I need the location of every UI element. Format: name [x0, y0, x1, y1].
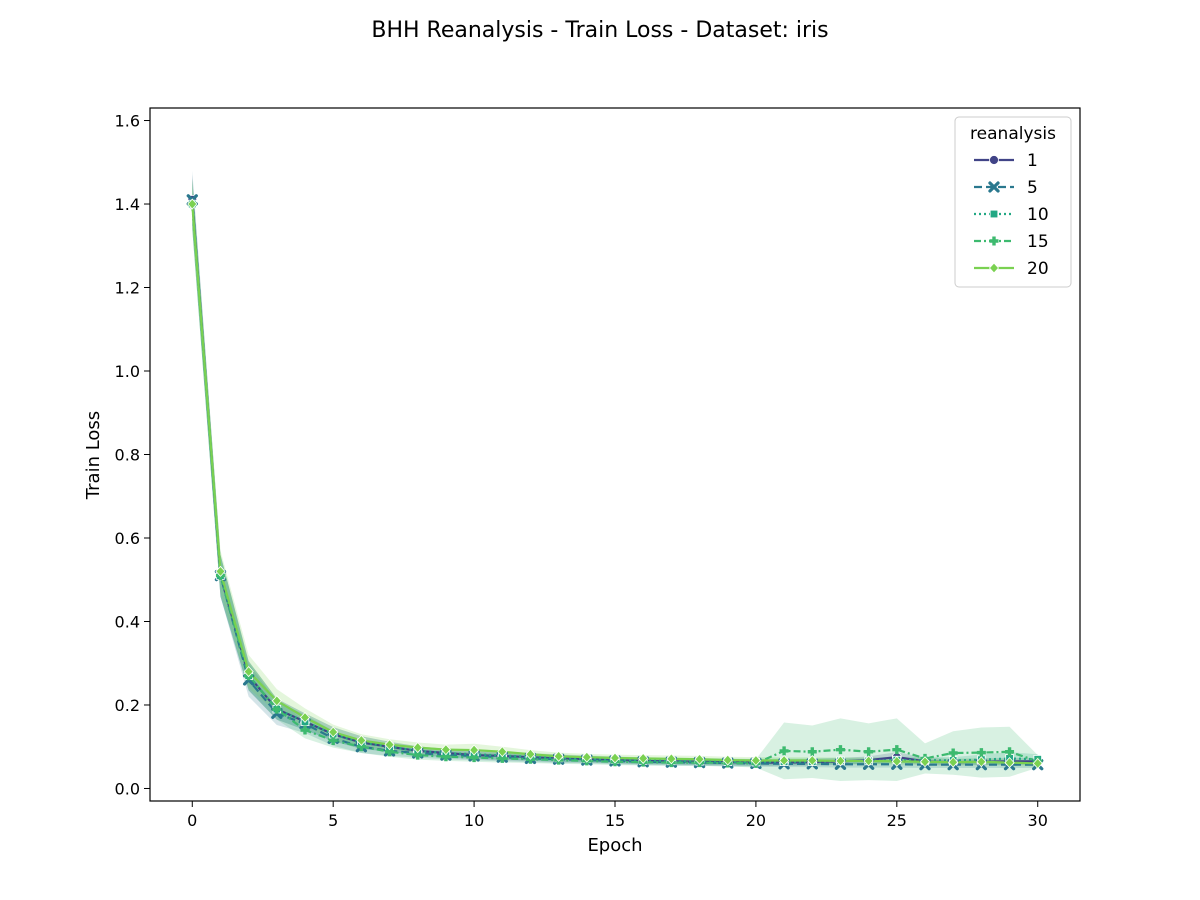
point-series-20-epoch-29: [1004, 757, 1015, 769]
x-tick-label: 5: [328, 811, 338, 830]
point-series-20-epoch-16: [638, 752, 649, 764]
x-tick-label: 30: [1028, 811, 1048, 830]
plot-area-frame: [149, 107, 1081, 802]
legend-entry-15: 15: [1027, 232, 1049, 252]
point-series-20-epoch-9: [440, 744, 451, 756]
band-series-15: [192, 178, 1038, 781]
point-series-20-epoch-14: [581, 751, 592, 763]
legend-marker-15: [989, 236, 999, 246]
point-series-20-epoch-20: [750, 754, 761, 767]
point-series-20-epoch-10: [469, 744, 480, 756]
point-series-20-epoch-5: [328, 726, 339, 738]
legend-entry-10: 10: [1027, 205, 1049, 225]
x-tick-label: 20: [746, 811, 766, 830]
x-tick-label: 10: [464, 811, 484, 830]
line-series-5: [191, 199, 1038, 766]
point-series-15-epoch-27: [948, 748, 958, 758]
y-tick-label: 1.6: [115, 112, 140, 131]
point-series-20-epoch-22: [807, 754, 818, 767]
y-axis-label: Train Loss: [83, 411, 104, 500]
point-series-20-epoch-1: [215, 565, 226, 577]
point-series-15-epoch-28: [976, 748, 986, 758]
chart-title: BHH Reanalysis - Train Loss - Dataset: i…: [371, 18, 828, 43]
point-series-20-epoch-30: [1032, 757, 1043, 769]
x-tick-label: 0: [187, 811, 197, 830]
point-series-20-epoch-24: [863, 755, 874, 767]
legend-marker-5: [988, 181, 1000, 193]
y-axis-ticks: 0.0 0.2 0.4 0.6 0.8 1.0 1.2 1.4 1.6: [115, 112, 150, 798]
line-series-1: [191, 199, 1038, 764]
point-series-20-epoch-12: [525, 748, 536, 760]
point-series-15-epoch-23: [835, 745, 845, 755]
band-series-20: [192, 178, 1038, 767]
point-series-20-epoch-18: [694, 753, 705, 765]
x-tick-label: 15: [605, 811, 625, 830]
point-series-20-epoch-3: [271, 695, 282, 707]
point-series-20-epoch-2: [243, 666, 254, 678]
legend-entry-20: 20: [1027, 259, 1049, 279]
y-tick-label: 0.2: [115, 696, 140, 715]
point-series-20-epoch-8: [412, 742, 423, 754]
confidence-bands: [192, 170, 1038, 781]
legend-entry-5: 5: [1027, 178, 1038, 198]
line-series-10: [191, 203, 1038, 764]
y-tick-label: 1.4: [115, 195, 140, 214]
point-series-20-epoch-13: [553, 750, 564, 762]
point-series-15-epoch-25: [892, 745, 902, 755]
point-series-20-epoch-23: [835, 755, 846, 767]
point-series-20-epoch-0: [187, 198, 198, 210]
y-tick-label: 0.6: [115, 529, 140, 548]
x-axis-ticks: 0 5 10 15 20 25 30: [187, 801, 1048, 830]
y-tick-label: 0.8: [115, 446, 140, 465]
legend-marker-20: [988, 262, 1000, 274]
legend-title: reanalysis: [970, 124, 1056, 144]
point-series-20-epoch-11: [497, 746, 508, 758]
point-series-20-epoch-15: [609, 752, 621, 764]
legend-entry-1: 1: [1027, 151, 1038, 171]
y-tick-label: 1.0: [115, 362, 140, 381]
point-series-20-epoch-21: [779, 754, 790, 767]
band-series-10: [192, 178, 1038, 766]
band-series-1: [192, 174, 1038, 766]
legend-marker-10: [989, 209, 999, 219]
point-series-20-epoch-26: [919, 756, 931, 768]
point-series-20-epoch-25: [891, 755, 902, 767]
point-series-20-epoch-17: [666, 753, 677, 765]
line-series-20: [191, 203, 1038, 765]
line-series-15: [191, 203, 1039, 765]
point-series-20-epoch-19: [722, 754, 733, 766]
series-lines: [191, 199, 1039, 766]
point-series-20-epoch-27: [948, 756, 959, 768]
point-series-20-epoch-6: [356, 734, 367, 747]
point-series-15-epoch-4: [300, 725, 310, 735]
point-series-20-epoch-7: [384, 739, 395, 751]
y-tick-label: 1.2: [115, 279, 140, 298]
x-tick-label: 25: [887, 811, 907, 830]
legend-marker-1: [989, 155, 999, 165]
band-series-5: [192, 170, 1038, 769]
point-series-15-epoch-21: [779, 746, 789, 756]
point-series-20-epoch-28: [976, 756, 987, 768]
point-series-15-epoch-22: [807, 747, 817, 757]
x-axis-label: Epoch: [587, 835, 642, 856]
series-markers: [186, 194, 1044, 771]
y-tick-label: 0.0: [115, 779, 140, 798]
point-series-20-epoch-4: [299, 711, 311, 724]
point-series-15-epoch-24: [864, 747, 874, 757]
y-tick-label: 0.4: [115, 612, 140, 631]
point-series-15-epoch-29: [1005, 747, 1015, 757]
